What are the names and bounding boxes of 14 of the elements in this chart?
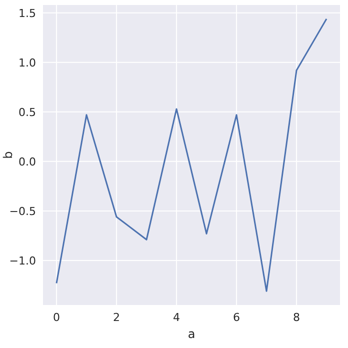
- x-tick-label: 4: [173, 311, 180, 324]
- y-tick-label: 1.5: [18, 6, 36, 20]
- y-tick-label: −1.0: [9, 254, 36, 268]
- line-series: [56, 18, 328, 292]
- x-tick-label: 6: [233, 311, 240, 324]
- y-tick-label: 0.5: [18, 106, 36, 119]
- y-tick-label: −0.5: [9, 204, 36, 218]
- y-tick-label: 0.0: [18, 155, 36, 168]
- x-tick-label: 2: [113, 311, 120, 324]
- x-axis-title: a: [188, 327, 196, 341]
- x-tick-label: 0: [53, 311, 60, 324]
- x-tick-label: 8: [293, 311, 300, 324]
- y-tick-label: 1.0: [18, 56, 36, 70]
- y-axis-title: b: [1, 151, 15, 159]
